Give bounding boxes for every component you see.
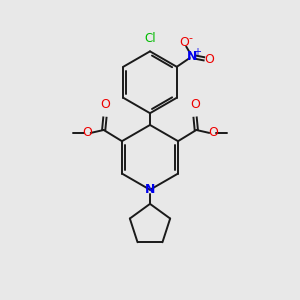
Text: O: O bbox=[208, 126, 218, 140]
Text: N: N bbox=[187, 50, 197, 63]
Text: O: O bbox=[190, 98, 200, 110]
Text: O: O bbox=[179, 36, 189, 49]
Text: N: N bbox=[145, 183, 155, 196]
Text: O: O bbox=[204, 53, 214, 66]
Text: Cl: Cl bbox=[144, 32, 156, 45]
Text: +: + bbox=[193, 46, 201, 56]
Text: O: O bbox=[82, 126, 92, 140]
Text: -: - bbox=[188, 33, 192, 43]
Text: O: O bbox=[100, 98, 110, 110]
